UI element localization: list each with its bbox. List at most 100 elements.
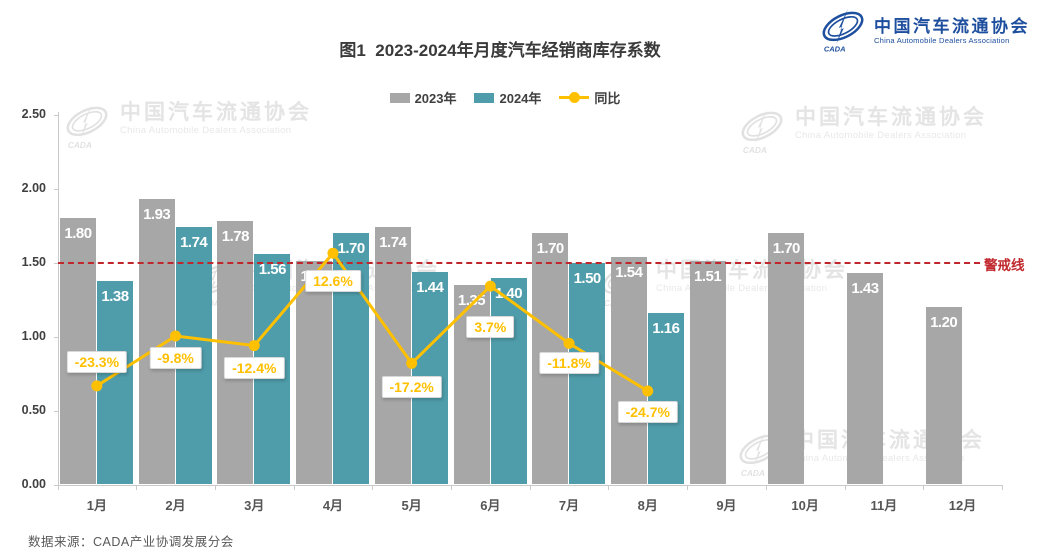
legend-swatch-2024 [474,92,495,103]
bar-value-label: 1.35 [457,291,486,309]
x-axis-month-label: 3月 [244,498,265,513]
x-axis-month-label: 2月 [165,498,186,513]
chart-title: 图1 2023-2024年月度汽车经销商库存系数 [339,41,661,60]
x-axis-month-label: 4月 [322,498,344,513]
bar-2024-m1: 1.38 [97,280,133,485]
x-axis-tick [214,484,216,490]
x-axis-month-label: 6月 [480,498,501,513]
legend-swatch-2023 [389,92,410,103]
y-axis-tick [53,336,58,338]
legend-item-2024: 2024年 [474,88,541,107]
bar-value-label: 1.20 [930,314,958,332]
x-axis-month-label: 9月 [716,498,737,513]
legend-item-2023: 2023年 [389,88,457,107]
x-axis-tick [608,484,610,490]
x-axis-month-label: 7月 [558,498,580,513]
bar-2023-m5: 1.74 [374,227,411,485]
yoy-value-label: -9.8% [149,346,202,369]
bar-value-label: 1.43 [851,280,879,298]
bar-2024-m8: 1.16 [647,313,684,485]
cada-mark-text: CADA [824,44,846,53]
bar-2023-m11: 1.43 [847,273,883,485]
y-axis-tick [53,484,58,486]
bar-value-label: 1.70 [337,240,365,258]
bar-value-label: 1.50 [573,269,602,287]
cada-logo: CADA 中国汽车流通协会 China Automobile Dealers A… [818,8,1030,54]
svg-text:CADA: CADA [743,145,767,155]
cada-watermark-icon: CADA [741,108,783,155]
bar-value-label: 1.93 [143,206,171,224]
bar-value-label: 1.40 [494,284,523,302]
yoy-value-label: -11.8% [539,352,599,375]
bar-2023-m4: 1.51 [296,261,333,485]
svg-text:CADA: CADA [741,468,765,478]
y-axis-tick-label: 2.00 [21,180,46,195]
bar-value-label: 1.51 [693,268,722,286]
legend-label-yoy: 同比 [594,91,621,106]
x-axis-tick [451,484,452,490]
chart-legend: 2023年 2024年 同比 [0,88,1010,107]
bar-2023-m10: 1.70 [768,233,805,485]
yoy-value-label: -17.2% [381,376,442,399]
warning-line [57,261,980,264]
x-axis-tick [1001,484,1003,490]
bar-value-label: 1.74 [379,234,407,252]
bar-2023-m8: 1.54 [610,256,647,485]
bar-2023-m6: 1.35 [453,284,490,485]
bar-value-label: 1.54 [615,263,643,281]
yoy-value-label: -12.4% [224,356,285,379]
logo-name-en: China Automobile Dealers Association [874,36,1010,46]
bar-value-label: 1.38 [101,287,129,305]
legend-label-2023: 2023年 [414,91,457,106]
bar-value-label: 1.70 [536,240,565,258]
x-axis-tick [372,484,374,490]
cada-logo-icon: CADA [822,8,864,53]
bar-value-label: 1.80 [64,225,92,243]
bar-value-label: 1.44 [416,278,444,296]
yoy-value-label: -24.7% [617,401,678,424]
legend-label-2024: 2024年 [499,91,542,106]
y-axis-tick-label: 1.50 [21,254,46,269]
x-axis-month-label: 10月 [791,498,819,513]
bar-value-label: 1.74 [180,234,208,252]
x-axis-tick [765,484,767,490]
legend-swatch-yoy [559,92,590,103]
x-axis-tick [57,484,59,490]
y-axis-tick [53,115,58,116]
yoy-value-label: -23.3% [66,350,128,373]
y-axis-tick-label: 0.50 [21,402,46,417]
y-axis-line [57,112,59,486]
bar-2024-m6: 1.40 [490,277,527,485]
y-axis-tick [53,410,58,412]
logo-name-cn: 中国汽车流通协会 [874,16,1030,36]
y-axis-tick-label: 2.50 [21,107,46,121]
x-axis-tick [136,484,138,490]
x-axis-month-label: 11月 [870,498,898,513]
x-axis-tick [529,484,531,490]
x-axis-month-label: 8月 [637,498,658,513]
yoy-value-label: 12.6% [305,270,361,293]
cada-watermark-icon: CADA [66,103,108,150]
bar-2023-m9: 1.51 [689,261,726,485]
y-axis-tick-label: 0.00 [21,476,46,491]
bar-value-label: 1.70 [772,240,801,258]
x-axis-month-label: 12月 [948,498,977,513]
x-axis-tick [293,484,295,490]
y-axis-tick [53,188,58,190]
source-note: 数据来源：CADA产业协调发展分会 [28,535,234,549]
bar-value-label: 1.16 [652,320,680,338]
x-axis-month-label: 5月 [401,498,422,513]
bar-value-label: 1.78 [221,228,250,246]
x-axis-tick [923,484,925,490]
x-axis-month-label: 1月 [86,498,107,513]
bar-2023-m12: 1.20 [925,307,962,485]
yoy-value-label: 3.7% [466,316,515,339]
bar-2023-m2: 1.93 [138,199,175,485]
x-axis-tick [844,484,846,490]
svg-text:CADA: CADA [68,140,92,150]
